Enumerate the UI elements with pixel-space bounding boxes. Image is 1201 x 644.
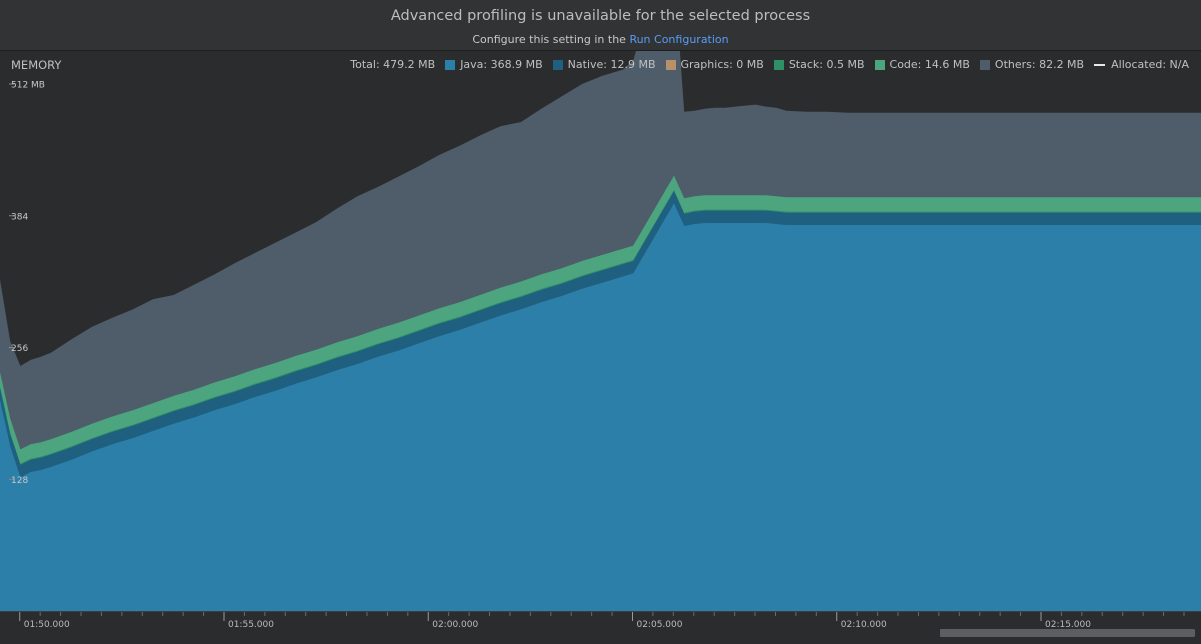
profiling-banner: Advanced profiling is unavailable for th… (0, 0, 1201, 51)
memory-chart[interactable]: 512 MB 384 256 128 (0, 51, 1201, 611)
legend-stack-label: Stack: 0.5 MB (788, 58, 865, 71)
java-swatch-icon (445, 59, 456, 70)
x-tick-label: 02:15.000 (1045, 620, 1091, 630)
y-tick-label: 512 MB (11, 81, 45, 91)
time-axis: 01:50.000 01:55.000 02:00.000 02:05.000 02:1… (19, 612, 1185, 630)
native-swatch-icon (552, 59, 563, 70)
x-tick-label: 02:00.000 (432, 620, 478, 630)
banner-title: Advanced profiling is unavailable for th… (390, 8, 811, 24)
y-tick-label: 128 (11, 476, 28, 486)
series-area-java (0, 203, 1201, 611)
legend-allocated: Allocated: N/A (1094, 58, 1189, 71)
legend-graphics: Graphics: 0 MB (665, 58, 764, 71)
legend-code: Code: 14.6 MB (874, 58, 970, 71)
code-swatch-icon (874, 59, 885, 70)
memory-label: MEMORY (11, 58, 62, 72)
legend-native: Native: 12.9 MB (552, 58, 656, 71)
legend-graphics-label: Graphics: 0 MB (680, 58, 764, 71)
legend-total: Total: 479.2 MB (350, 58, 435, 71)
x-tick-label: 01:55.000 (228, 620, 274, 630)
legend-others: Others: 82.2 MB (979, 58, 1085, 71)
legend-total-label: Total: 479.2 MB (350, 58, 436, 71)
x-tick-label: 02:05.000 (636, 620, 682, 630)
legend-java: Java: 368.9 MB (445, 58, 543, 71)
timeline-scrollbar[interactable] (940, 629, 1195, 637)
legend-others-label: Others: 82.2 MB (994, 58, 1085, 71)
y-tick-label: 256 (11, 344, 28, 354)
memory-legend: Total: 479.2 MB Java: 368.9 MB Native: 1… (340, 58, 1189, 71)
legend-java-label: Java: 368.9 MB (460, 58, 543, 71)
time-axis-bar: 01:50.000 01:55.000 02:00.000 02:05.000 02:1… (0, 611, 1201, 644)
legend-code-label: Code: 14.6 MB (889, 58, 970, 71)
stack-swatch-icon (773, 59, 784, 70)
others-swatch-icon (979, 59, 990, 70)
x-tick-label: 01:50.000 (24, 620, 70, 630)
memory-chart-area[interactable]: 512 MB 384 256 128 MEMORY Total: 479.2 MB J… (0, 51, 1201, 611)
legend-stack: Stack: 0.5 MB (773, 58, 865, 71)
run-configuration-link[interactable]: Run Configuration (629, 33, 729, 46)
graphics-swatch-icon (665, 59, 676, 70)
allocated-dash-icon (1094, 63, 1106, 66)
y-tick-label: 384 (11, 212, 28, 222)
legend-allocated-label: Allocated: N/A (1111, 58, 1189, 71)
banner-subtitle-text: Configure this setting in the (472, 33, 630, 46)
legend-native-label: Native: 12.9 MB (567, 58, 656, 71)
banner-subtitle: Configure this setting in the Run Config… (0, 33, 1201, 46)
x-tick-label: 02:10.000 (841, 620, 887, 630)
